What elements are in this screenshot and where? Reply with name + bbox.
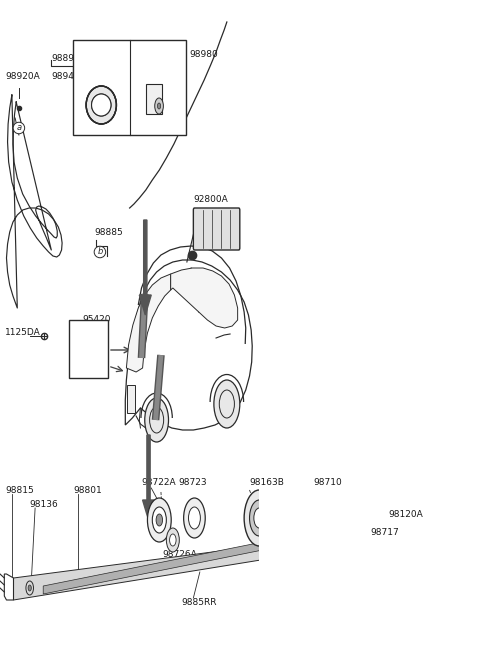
Circle shape (156, 514, 163, 526)
Ellipse shape (92, 94, 111, 116)
Circle shape (167, 528, 180, 552)
Circle shape (254, 508, 264, 528)
Text: 95420: 95420 (82, 315, 110, 324)
Circle shape (376, 581, 388, 603)
Text: b: b (97, 248, 103, 257)
Circle shape (353, 608, 360, 620)
Circle shape (145, 398, 168, 442)
Circle shape (214, 380, 240, 428)
Circle shape (157, 103, 161, 109)
Polygon shape (143, 435, 155, 520)
Circle shape (372, 576, 376, 584)
Circle shape (244, 490, 275, 546)
Polygon shape (171, 268, 238, 328)
Circle shape (169, 534, 176, 546)
Bar (73, 40, 186, 135)
Circle shape (250, 500, 269, 536)
Circle shape (28, 585, 31, 591)
Text: 98710: 98710 (313, 478, 342, 487)
Bar (146, 84, 162, 114)
Polygon shape (43, 534, 302, 594)
Circle shape (380, 587, 385, 597)
Text: 98120A: 98120A (389, 510, 424, 519)
Circle shape (310, 610, 316, 622)
Text: 98726A: 98726A (162, 550, 197, 559)
Text: 98885: 98885 (95, 228, 123, 237)
Circle shape (307, 604, 320, 628)
Circle shape (308, 507, 327, 543)
Text: 9885RR: 9885RR (181, 598, 216, 607)
Text: 98893A: 98893A (51, 54, 86, 63)
Text: 98723: 98723 (178, 478, 207, 487)
Polygon shape (126, 274, 171, 372)
FancyBboxPatch shape (193, 208, 240, 250)
Text: 98940C: 98940C (51, 72, 86, 81)
Text: 98815: 98815 (5, 486, 34, 495)
Circle shape (147, 498, 171, 542)
Ellipse shape (300, 498, 335, 553)
Polygon shape (139, 220, 151, 315)
Circle shape (369, 571, 379, 589)
Circle shape (184, 498, 205, 538)
Bar (69, 320, 108, 378)
Text: 98920A: 98920A (5, 72, 40, 81)
Circle shape (313, 516, 323, 534)
Text: 98163B: 98163B (250, 478, 285, 487)
Ellipse shape (292, 485, 343, 565)
Text: 92800A: 92800A (193, 195, 228, 204)
Text: b: b (102, 100, 107, 109)
Circle shape (189, 507, 200, 529)
Text: 98801: 98801 (73, 486, 102, 495)
Circle shape (152, 507, 167, 533)
Polygon shape (13, 536, 335, 600)
Text: 81199: 81199 (141, 48, 169, 57)
Text: b: b (133, 50, 139, 58)
Circle shape (350, 602, 363, 626)
Text: 98717: 98717 (370, 528, 399, 537)
Text: 1125DA: 1125DA (5, 328, 41, 337)
Text: 98136: 98136 (30, 500, 59, 509)
Bar (127, 385, 135, 413)
Text: a: a (16, 124, 22, 132)
Ellipse shape (86, 86, 116, 124)
Text: 98940C: 98940C (85, 48, 120, 57)
Text: a: a (78, 50, 83, 58)
Text: 98980: 98980 (189, 50, 218, 59)
Circle shape (155, 98, 163, 114)
Polygon shape (305, 548, 368, 636)
Text: 98722A: 98722A (142, 478, 176, 487)
